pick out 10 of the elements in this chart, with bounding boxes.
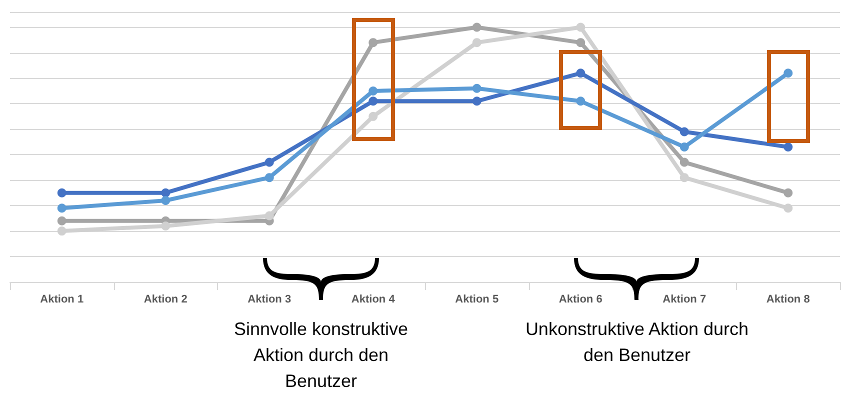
text: Sinnvolle konstruktive Aktion durch den Benutzer (232, 318, 410, 393)
x-tick-label: Aktion 7 (662, 294, 706, 306)
x-tick-label: Aktion 3 (248, 294, 292, 306)
x-tick-label: Aktion 1 (40, 294, 84, 306)
x-tick-label: Aktion 5 (455, 294, 499, 306)
x-tick-label: Aktion 4 (351, 294, 396, 306)
x-tick-label: Aktion 6 (558, 294, 602, 306)
x-tick-label: Aktion 2 (144, 294, 188, 306)
x-tick-label: Aktion 8 (766, 294, 810, 306)
text: Unkonstruktive Aktion durch den Benutzer (524, 318, 750, 367)
